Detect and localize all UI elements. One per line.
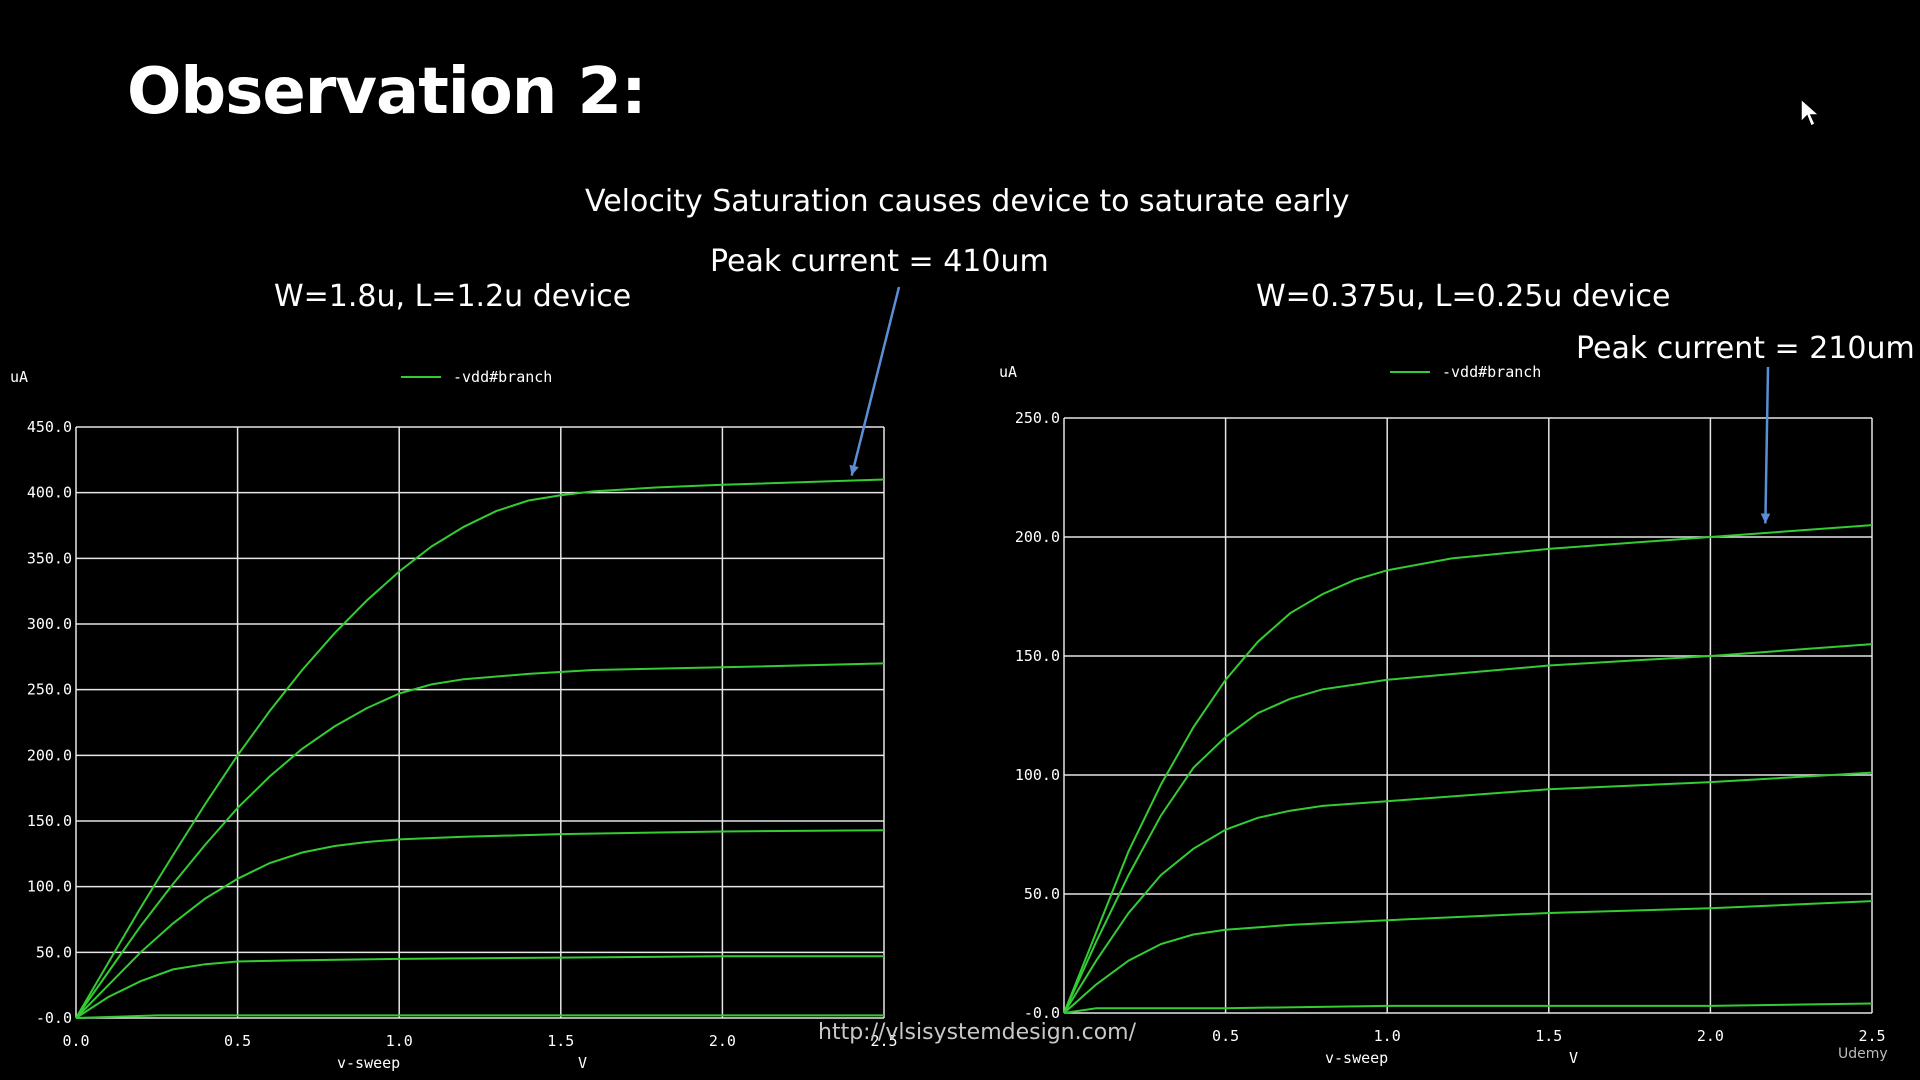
y-tick-label: 200.0: [1015, 528, 1060, 546]
x-tick-label: 1.0: [1374, 1027, 1401, 1045]
x-tick-label: 1.5: [1535, 1027, 1562, 1045]
right-device-label: W=0.375u, L=0.25u device: [1256, 279, 1671, 314]
y-tick-label: 100.0: [27, 878, 72, 896]
x-axis-label: v-sweep: [337, 1054, 400, 1072]
y-tick-label: 350.0: [27, 549, 72, 567]
x-tick-label: 2.5: [870, 1032, 897, 1050]
annotation-arrowhead: [849, 464, 859, 476]
y-unit-label: uA: [999, 363, 1017, 381]
series-line-3: [75, 829, 885, 1019]
right-peak-annotation: Peak current = 210um: [1576, 331, 1915, 366]
series-line-4: [75, 662, 885, 1019]
x-tick-label: 1.0: [386, 1032, 413, 1050]
y-tick-label: 400.0: [27, 484, 72, 502]
legend-label: -vdd#branch: [1442, 363, 1541, 381]
left-peak-annotation: Peak current = 410um: [710, 244, 1049, 279]
series-line-4: [1063, 643, 1873, 1014]
y-unit-label: uA: [10, 368, 28, 386]
x-tick-label: 2.5: [1858, 1027, 1885, 1045]
legend-label: -vdd#branch: [453, 368, 552, 386]
series-line-1: [75, 1014, 884, 1019]
x-unit-label: V: [578, 1054, 587, 1072]
brand-watermark: Udemy: [1838, 1046, 1888, 1062]
x-tick-label: 0.0: [62, 1032, 89, 1050]
source-url: http://vlsisystemdesign.com/: [818, 1020, 1137, 1045]
y-tick-label: 150.0: [1015, 647, 1060, 665]
annotation-arrow: [850, 286, 901, 476]
x-tick-label: 0.5: [1212, 1027, 1239, 1045]
series-line-3: [1063, 771, 1873, 1014]
y-tick-label: 150.0: [27, 812, 72, 830]
x-tick-label: 2.0: [1697, 1027, 1724, 1045]
y-tick-label: 200.0: [27, 746, 72, 764]
y-tick-label: 300.0: [27, 615, 72, 633]
y-tick-label: 250.0: [27, 681, 72, 699]
series-line-1: [1063, 1002, 1873, 1014]
x-axis-label: v-sweep: [1325, 1049, 1388, 1067]
series-line-2: [1063, 900, 1873, 1014]
x-tick-label: 1.5: [547, 1032, 574, 1050]
y-tick-label: 100.0: [1015, 766, 1060, 784]
x-tick-label: 0.5: [224, 1032, 251, 1050]
annotation-arrowhead: [1760, 513, 1771, 524]
mouse-cursor-icon: [1800, 98, 1821, 128]
annotation-arrow: [1764, 366, 1770, 524]
y-tick-label: 50.0: [36, 943, 72, 961]
x-tick-label: 2.0: [709, 1032, 736, 1050]
y-tick-label: 450.0: [27, 418, 72, 436]
slide-subtitle: Velocity Saturation causes device to sat…: [585, 184, 1350, 219]
y-tick-label: 50.0: [1024, 885, 1060, 903]
left-device-label: W=1.8u, L=1.2u device: [274, 279, 632, 314]
y-tick-label: -0.0: [1024, 1004, 1060, 1022]
series-line-5: [1063, 524, 1873, 1014]
series-line-5: [75, 478, 885, 1019]
slide-title: Observation 2:: [127, 55, 647, 129]
y-tick-label: -0.0: [36, 1009, 72, 1027]
series-line-2: [75, 955, 884, 1019]
y-tick-label: 250.0: [1015, 409, 1060, 427]
x-unit-label: V: [1569, 1049, 1578, 1067]
